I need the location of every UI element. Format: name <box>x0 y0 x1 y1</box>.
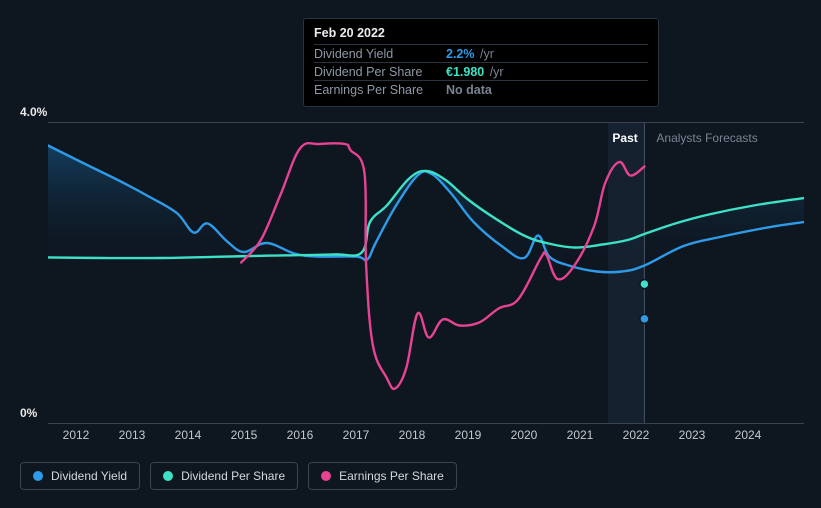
legend-item-dividend-per-share[interactable]: Dividend Per Share <box>150 462 298 490</box>
tooltip-row-label: Earnings Per Share <box>314 83 446 97</box>
x-tick-label: 2019 <box>455 428 482 442</box>
x-tick-label: 2021 <box>567 428 594 442</box>
x-tick-label: 2023 <box>679 428 706 442</box>
x-axis-labels: 2012 2013 2014 2015 2016 2017 2018 2019 2020 2021… <box>48 428 804 446</box>
legend-dot-icon <box>33 471 43 481</box>
dividend-chart: 4.0% 0% Past Analysts Forecasts 2012 2013… <box>0 0 821 508</box>
x-tick-label: 2020 <box>511 428 538 442</box>
x-tick-label: 2018 <box>399 428 426 442</box>
forecast-label: Analysts Forecasts <box>656 131 757 145</box>
x-tick-label: 2024 <box>735 428 762 442</box>
tooltip-row-label: Dividend Yield <box>314 47 446 61</box>
chart-svg <box>48 123 804 423</box>
tooltip-row-label: Dividend Per Share <box>314 65 446 79</box>
plot-area[interactable]: Past Analysts Forecasts <box>48 122 804 424</box>
chart-tooltip: Feb 20 2022 Dividend Yield2.2% /yrDivide… <box>303 18 659 107</box>
x-tick-label: 2016 <box>287 428 314 442</box>
x-tick-label: 2014 <box>175 428 202 442</box>
x-tick-label: 2022 <box>623 428 650 442</box>
tooltip-row: Dividend Yield2.2% /yr <box>314 44 648 62</box>
tooltip-row-value: 2.2% /yr <box>446 47 494 61</box>
tooltip-row: Dividend Per Share€1.980 /yr <box>314 62 648 80</box>
legend-item-dividend-yield[interactable]: Dividend Yield <box>20 462 140 490</box>
legend-item-earnings-per-share[interactable]: Earnings Per Share <box>308 462 457 490</box>
x-tick-label: 2012 <box>63 428 90 442</box>
tooltip-row: Earnings Per ShareNo data <box>314 80 648 98</box>
x-tick-label: 2017 <box>343 428 370 442</box>
legend-label: Earnings Per Share <box>339 469 444 483</box>
legend-dot-icon <box>163 471 173 481</box>
y-axis-min-label: 0% <box>20 406 37 420</box>
tooltip-row-value: No data <box>446 83 492 97</box>
legend-label: Dividend Yield <box>51 469 127 483</box>
y-axis-max-label: 4.0% <box>20 105 47 119</box>
past-label: Past <box>612 131 637 145</box>
x-tick-label: 2013 <box>119 428 146 442</box>
x-tick-label: 2015 <box>231 428 258 442</box>
chart-legend: Dividend Yield Dividend Per Share Earnin… <box>20 462 457 490</box>
legend-dot-icon <box>321 471 331 481</box>
legend-label: Dividend Per Share <box>181 469 285 483</box>
tooltip-row-value: €1.980 /yr <box>446 65 504 79</box>
tooltip-date: Feb 20 2022 <box>314 26 648 40</box>
